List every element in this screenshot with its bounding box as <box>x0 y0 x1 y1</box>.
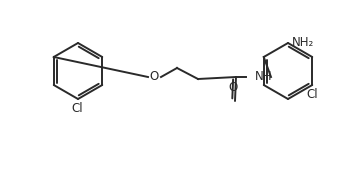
Text: NH: NH <box>255 70 272 84</box>
Text: Cl: Cl <box>71 102 83 115</box>
Text: O: O <box>229 81 237 94</box>
Text: NH₂: NH₂ <box>292 36 314 50</box>
Text: O: O <box>150 70 159 84</box>
Text: Cl: Cl <box>307 88 318 101</box>
